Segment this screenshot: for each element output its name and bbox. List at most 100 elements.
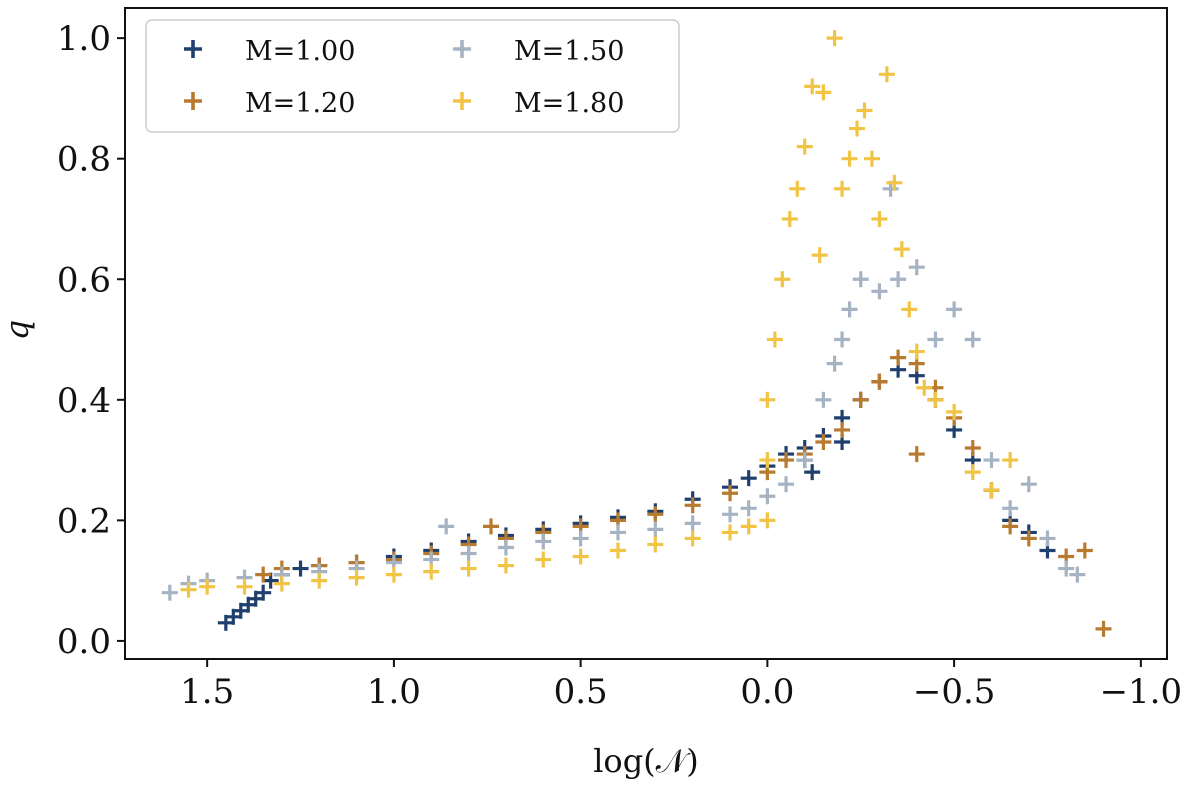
data-point <box>834 421 851 438</box>
data-point <box>766 331 783 348</box>
data-point <box>789 180 806 197</box>
data-point <box>273 575 290 592</box>
data-point <box>890 271 907 288</box>
data-point <box>964 440 981 457</box>
data-point <box>886 174 903 191</box>
data-point <box>852 271 869 288</box>
data-point <box>311 572 328 589</box>
data-point <box>908 259 925 276</box>
data-point <box>964 331 981 348</box>
data-point <box>460 560 477 577</box>
data-point <box>199 578 216 595</box>
plot-frame <box>124 7 1168 660</box>
data-point <box>647 506 664 523</box>
data-point <box>871 373 888 390</box>
data-point <box>871 210 888 227</box>
data-point <box>796 138 813 155</box>
data-point <box>1020 476 1037 493</box>
data-point <box>871 283 888 300</box>
y-tick-label: 0.6 <box>57 260 111 300</box>
data-point <box>497 539 514 556</box>
data-point <box>1020 530 1037 547</box>
data-point <box>778 476 795 493</box>
data-point <box>236 578 253 595</box>
x-axis: 1.5 1.0 0.5 0.0 −0.5 −1.0 <box>180 659 1182 712</box>
data-point <box>572 530 589 547</box>
y-axis-label: q <box>0 320 36 340</box>
data-point <box>774 271 791 288</box>
series-2 <box>255 349 1112 637</box>
legend-marker <box>184 40 202 58</box>
data-point <box>983 482 1000 499</box>
data-point <box>815 391 832 408</box>
data-point <box>826 355 843 372</box>
data-point <box>255 584 272 601</box>
data-point <box>684 515 701 532</box>
data-point <box>497 557 514 574</box>
data-point <box>647 536 664 553</box>
data-point <box>826 30 843 47</box>
y-tick-label: 0.4 <box>57 381 111 421</box>
legend-label: M=1.00 <box>245 36 355 67</box>
data-point <box>815 84 832 101</box>
y-tick-label: 0.0 <box>57 622 111 662</box>
data-point <box>983 452 1000 469</box>
legend-label: M=1.80 <box>514 88 624 119</box>
data-point <box>722 485 739 502</box>
x-tick-label: 0.5 <box>554 672 608 712</box>
data-point <box>878 66 895 83</box>
data-point <box>804 78 821 95</box>
data-point <box>438 518 455 535</box>
data-point <box>483 518 500 535</box>
data-point <box>834 180 851 197</box>
y-tick-label: 0.2 <box>57 501 111 541</box>
legend-label: M=1.50 <box>514 36 624 67</box>
data-point <box>927 331 944 348</box>
data-point <box>740 500 757 517</box>
data-point <box>1002 500 1019 517</box>
x-tick-label: −1.0 <box>1100 672 1183 712</box>
data-point <box>849 120 866 137</box>
data-point <box>1058 560 1075 577</box>
data-point <box>908 446 925 463</box>
series-4 <box>180 30 1019 598</box>
data-point <box>916 379 933 396</box>
data-point <box>740 470 757 487</box>
data-point <box>1069 566 1086 583</box>
data-point <box>684 530 701 547</box>
data-point <box>856 102 873 119</box>
legend-marker <box>453 40 471 58</box>
data-point <box>609 542 626 559</box>
y-axis: 0.0 0.2 0.4 0.6 0.8 1.0 <box>57 19 125 662</box>
x-tick-label: 1.5 <box>180 672 234 712</box>
data-point <box>890 349 907 366</box>
data-point <box>759 488 776 505</box>
x-tick-label: −0.5 <box>913 672 996 712</box>
legend-marker <box>184 92 202 110</box>
data-point <box>1076 542 1093 559</box>
data-point <box>841 301 858 318</box>
data-point <box>609 524 626 541</box>
data-point <box>460 545 477 562</box>
data-point <box>927 391 944 408</box>
data-point <box>535 551 552 568</box>
data-point <box>811 247 828 264</box>
legend-label: M=1.20 <box>245 88 355 119</box>
data-point <box>796 452 813 469</box>
series-1 <box>217 361 1056 631</box>
data-point <box>804 464 821 481</box>
legend-box <box>145 19 680 133</box>
data-point <box>964 464 981 481</box>
data-point <box>684 497 701 514</box>
series-3 <box>161 180 1086 601</box>
data-point <box>535 533 552 550</box>
data-point <box>647 521 664 538</box>
data-point <box>255 566 272 583</box>
data-point <box>740 518 757 535</box>
points-layer <box>161 30 1112 637</box>
x-axis-label: log(𝒩) <box>593 742 699 780</box>
legend-marker <box>453 92 471 110</box>
data-point <box>572 548 589 565</box>
